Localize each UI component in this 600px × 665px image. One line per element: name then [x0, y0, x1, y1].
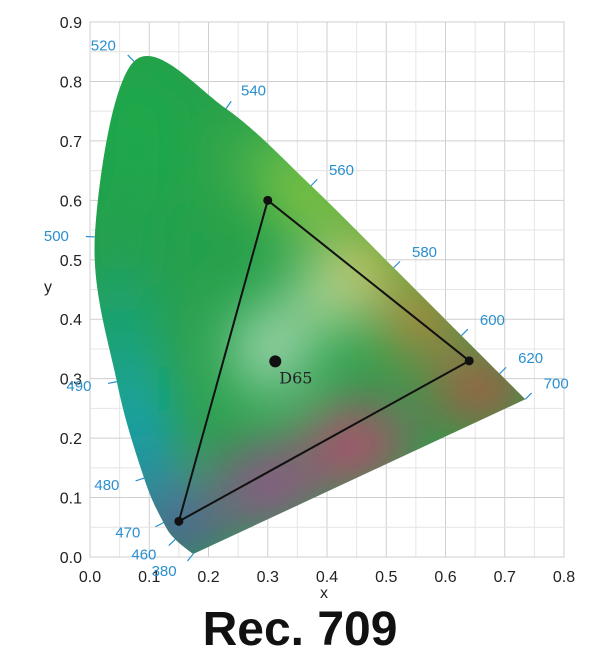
wavelength-label: 470	[115, 525, 140, 542]
x-tick-label: 0.1	[138, 569, 160, 586]
y-tick-label: 0.4	[60, 312, 82, 329]
wavelength-label: 460	[131, 546, 156, 563]
wavelength-label: 520	[91, 38, 116, 55]
wavelength-tick	[499, 366, 507, 375]
x-tick-label: 0.5	[375, 569, 397, 586]
wavelength-label: 560	[329, 162, 354, 179]
white-point: D65	[269, 355, 312, 387]
wavelength-tick	[155, 522, 164, 528]
wavelength-tick	[127, 54, 135, 62]
wavelength-tick	[310, 178, 318, 187]
wavelength-tick	[461, 328, 469, 336]
x-tick-label: 0.6	[434, 569, 456, 586]
y-tick-label: 0.9	[60, 15, 82, 32]
y-axis-ticks: 0.0 0.1 0.2 0.3 0.4 0.5 0.6 0.7 0.8 0.9	[60, 15, 82, 567]
y-tick-label: 0.1	[60, 491, 82, 508]
x-axis-ticks: 0.0 0.1 0.2 0.3 0.4 0.5 0.6 0.7 0.8	[79, 569, 575, 586]
wavelength-label: 490	[66, 378, 91, 395]
wavelength-tick	[135, 477, 145, 482]
primary-r-point	[464, 356, 474, 366]
wavelength-label: 580	[412, 244, 437, 261]
y-tick-label: 0.7	[60, 134, 82, 151]
y-tick-label: 0.2	[60, 431, 82, 448]
wavelength-tick	[107, 381, 118, 385]
x-tick-label: 0.8	[553, 569, 575, 586]
primary-g-point	[263, 195, 273, 205]
x-tick-label: 0.0	[79, 569, 101, 586]
wavelength-tick	[393, 260, 401, 269]
wavelength-label: 620	[518, 350, 543, 367]
wavelength-label: 380	[152, 563, 177, 580]
wavelength-label: 700	[544, 376, 569, 393]
x-tick-label: 0.2	[197, 569, 219, 586]
wavelength-label: 480	[94, 477, 119, 494]
wavelength-label: 600	[480, 312, 505, 329]
x-tick-label: 0.7	[494, 569, 516, 586]
x-tick-label: 0.3	[257, 569, 279, 586]
rec709-gamut-triangle	[174, 195, 474, 526]
wavelength-tick	[186, 553, 194, 562]
y-tick-label: 0.6	[60, 193, 82, 210]
x-tick-label: 0.4	[316, 569, 338, 586]
y-tick-label: 0.5	[60, 253, 82, 270]
y-tick-label: 0.0	[60, 550, 82, 567]
wavelength-tick	[168, 538, 176, 546]
gamut-triangle	[177, 198, 471, 524]
chart-title: Rec. 709	[202, 603, 398, 656]
y-tick-label: 0.3	[60, 372, 82, 389]
white-point-label: D65	[279, 368, 312, 387]
y-tick-label: 0.8	[60, 74, 82, 91]
white-point-marker	[269, 355, 282, 368]
wavelength-label: 540	[241, 83, 266, 100]
y-axis-label: y	[44, 279, 52, 296]
cie-chromaticity-chart: 0.0 0.1 0.2 0.3 0.4 0.5 0.6 0.7 0.8 0.0 0.1 0.2 0.3…	[44, 15, 575, 600]
primary-b-point	[174, 516, 184, 526]
wavelength-tick	[524, 392, 533, 400]
wavelength-tick	[225, 100, 232, 109]
x-axis-label: x	[320, 585, 328, 600]
wavelength-label: 500	[44, 228, 69, 245]
